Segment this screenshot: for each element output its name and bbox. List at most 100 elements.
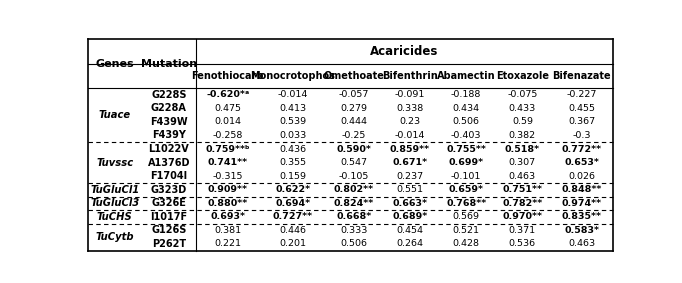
Text: P262T: P262T bbox=[152, 239, 186, 249]
Text: Omethoate: Omethoate bbox=[323, 71, 384, 81]
Text: 0.355: 0.355 bbox=[279, 158, 306, 167]
Text: 0.782**: 0.782** bbox=[502, 199, 542, 208]
Text: TuCytb: TuCytb bbox=[95, 232, 134, 242]
Text: Genes: Genes bbox=[95, 59, 134, 69]
Text: 0.446: 0.446 bbox=[279, 226, 306, 235]
Text: -0.105: -0.105 bbox=[338, 172, 369, 181]
Text: 0.859**: 0.859** bbox=[390, 145, 430, 154]
Text: Bifenazate: Bifenazate bbox=[552, 71, 611, 81]
Text: 0.694*: 0.694* bbox=[275, 199, 310, 208]
Text: F439Y: F439Y bbox=[152, 130, 186, 140]
Text: 0.590*: 0.590* bbox=[336, 145, 371, 154]
Text: 0.307: 0.307 bbox=[509, 158, 536, 167]
Text: 0.755**: 0.755** bbox=[446, 145, 486, 154]
Text: 0.751**: 0.751** bbox=[503, 185, 542, 194]
Text: -0.188: -0.188 bbox=[451, 90, 481, 99]
Text: 0.653*: 0.653* bbox=[564, 158, 599, 167]
Text: 0.622*: 0.622* bbox=[275, 185, 310, 194]
Text: G126S: G126S bbox=[151, 226, 187, 235]
Text: 0.436: 0.436 bbox=[279, 145, 306, 154]
Text: -0.403: -0.403 bbox=[451, 131, 481, 140]
Text: Tuace: Tuace bbox=[99, 110, 131, 120]
Text: 0.506: 0.506 bbox=[453, 117, 479, 127]
Text: 0.974**: 0.974** bbox=[561, 199, 602, 208]
Text: 0.279: 0.279 bbox=[340, 104, 367, 113]
Text: 0.693*: 0.693* bbox=[210, 212, 246, 221]
Text: 0.848**: 0.848** bbox=[561, 185, 602, 194]
Text: Monocrotophos: Monocrotophos bbox=[250, 71, 335, 81]
Text: -0.014: -0.014 bbox=[278, 90, 308, 99]
Text: 0.671*: 0.671* bbox=[392, 158, 428, 167]
Text: -0.091: -0.091 bbox=[395, 90, 425, 99]
Text: -0.3: -0.3 bbox=[572, 131, 591, 140]
Text: Abamectin: Abamectin bbox=[437, 71, 495, 81]
Text: 0.371: 0.371 bbox=[509, 226, 536, 235]
Text: -0.258: -0.258 bbox=[213, 131, 243, 140]
Text: -0.014: -0.014 bbox=[395, 131, 425, 140]
Text: 0.454: 0.454 bbox=[396, 226, 424, 235]
Text: 0.221: 0.221 bbox=[214, 239, 241, 248]
Text: F439W: F439W bbox=[150, 117, 188, 127]
Text: Bifenthrin: Bifenthrin bbox=[382, 71, 438, 81]
Text: 0.367: 0.367 bbox=[568, 117, 595, 127]
Text: -0.227: -0.227 bbox=[567, 90, 597, 99]
Text: 0.338: 0.338 bbox=[396, 104, 424, 113]
Text: 0.59: 0.59 bbox=[512, 117, 533, 127]
Text: 0.536: 0.536 bbox=[509, 239, 536, 248]
Text: 0.264: 0.264 bbox=[396, 239, 424, 248]
Text: 0.880**: 0.880** bbox=[207, 199, 248, 208]
Text: 0.772**: 0.772** bbox=[561, 145, 602, 154]
Text: Mutation: Mutation bbox=[140, 59, 197, 69]
Text: Etoxazole: Etoxazole bbox=[496, 71, 549, 81]
Text: 0.802**: 0.802** bbox=[333, 185, 374, 194]
Text: L1022V: L1022V bbox=[149, 144, 189, 154]
Text: 0.518*: 0.518* bbox=[505, 145, 540, 154]
Text: 0.551: 0.551 bbox=[396, 185, 424, 194]
Text: -0.075: -0.075 bbox=[507, 90, 537, 99]
Text: 0.506: 0.506 bbox=[340, 239, 367, 248]
Text: TuGluCl3: TuGluCl3 bbox=[90, 198, 140, 208]
Text: Tuvssc: Tuvssc bbox=[96, 158, 134, 168]
Text: 0.741**: 0.741** bbox=[207, 158, 248, 167]
Text: G323D: G323D bbox=[151, 185, 187, 195]
Text: 0.727**: 0.727** bbox=[273, 212, 312, 221]
Text: 0.026: 0.026 bbox=[568, 172, 595, 181]
Text: -0.25: -0.25 bbox=[342, 131, 366, 140]
Text: -0.315: -0.315 bbox=[213, 172, 243, 181]
Text: 0.433: 0.433 bbox=[509, 104, 536, 113]
Text: 0.455: 0.455 bbox=[568, 104, 595, 113]
Text: 0.382: 0.382 bbox=[509, 131, 536, 140]
Text: I1017F: I1017F bbox=[150, 212, 188, 222]
Text: 0.668*: 0.668* bbox=[336, 212, 371, 221]
Text: -0.057: -0.057 bbox=[338, 90, 369, 99]
Text: 0.539: 0.539 bbox=[279, 117, 306, 127]
Text: 0.659*: 0.659* bbox=[449, 185, 484, 194]
Text: 0.201: 0.201 bbox=[279, 239, 306, 248]
Text: 0.768**: 0.768** bbox=[446, 199, 486, 208]
Text: 0.413: 0.413 bbox=[279, 104, 306, 113]
Text: 0.444: 0.444 bbox=[340, 117, 367, 127]
Text: TuCHS: TuCHS bbox=[97, 212, 133, 222]
Text: Fenothiocarb: Fenothiocarb bbox=[192, 71, 264, 81]
Text: 0.547: 0.547 bbox=[340, 158, 367, 167]
Text: 0.434: 0.434 bbox=[453, 104, 479, 113]
Text: 0.033: 0.033 bbox=[279, 131, 306, 140]
Text: 0.663*: 0.663* bbox=[392, 199, 428, 208]
Text: -0.620*ᵃ: -0.620*ᵃ bbox=[206, 90, 250, 99]
Text: Acaricides: Acaricides bbox=[370, 45, 439, 58]
Text: 0.237: 0.237 bbox=[396, 172, 424, 181]
Text: TuGluCl1: TuGluCl1 bbox=[90, 185, 140, 195]
Text: 0.463: 0.463 bbox=[509, 172, 536, 181]
Text: 0.23: 0.23 bbox=[400, 117, 421, 127]
Text: 0.569: 0.569 bbox=[453, 212, 479, 221]
Text: 0.583*: 0.583* bbox=[564, 226, 599, 235]
Text: G326E: G326E bbox=[151, 198, 186, 208]
Text: 0.759**ᵇ: 0.759**ᵇ bbox=[205, 145, 250, 154]
Text: 0.381: 0.381 bbox=[214, 226, 241, 235]
Text: 0.159: 0.159 bbox=[279, 172, 306, 181]
Text: F1704I: F1704I bbox=[150, 171, 188, 181]
Text: G228A: G228A bbox=[151, 103, 187, 113]
Text: 0.824**: 0.824** bbox=[333, 199, 374, 208]
Text: 0.835**: 0.835** bbox=[561, 212, 602, 221]
Text: 0.909**: 0.909** bbox=[208, 185, 248, 194]
